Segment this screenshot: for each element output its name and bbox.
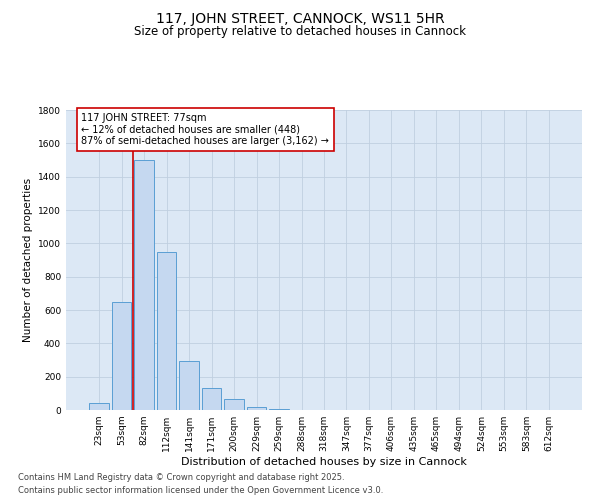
Bar — [202, 388, 221, 410]
Bar — [179, 361, 199, 410]
Bar — [134, 160, 154, 410]
Bar — [157, 252, 176, 410]
Text: Size of property relative to detached houses in Cannock: Size of property relative to detached ho… — [134, 25, 466, 38]
Text: Contains HM Land Registry data © Crown copyright and database right 2025.: Contains HM Land Registry data © Crown c… — [18, 474, 344, 482]
Bar — [247, 406, 266, 410]
Y-axis label: Number of detached properties: Number of detached properties — [23, 178, 32, 342]
Text: Contains public sector information licensed under the Open Government Licence v3: Contains public sector information licen… — [18, 486, 383, 495]
Text: 117 JOHN STREET: 77sqm
← 12% of detached houses are smaller (448)
87% of semi-de: 117 JOHN STREET: 77sqm ← 12% of detached… — [82, 113, 329, 146]
Bar — [112, 302, 131, 410]
X-axis label: Distribution of detached houses by size in Cannock: Distribution of detached houses by size … — [181, 457, 467, 467]
Text: 117, JOHN STREET, CANNOCK, WS11 5HR: 117, JOHN STREET, CANNOCK, WS11 5HR — [155, 12, 445, 26]
Bar — [224, 399, 244, 410]
Bar — [269, 409, 289, 410]
Bar — [89, 404, 109, 410]
